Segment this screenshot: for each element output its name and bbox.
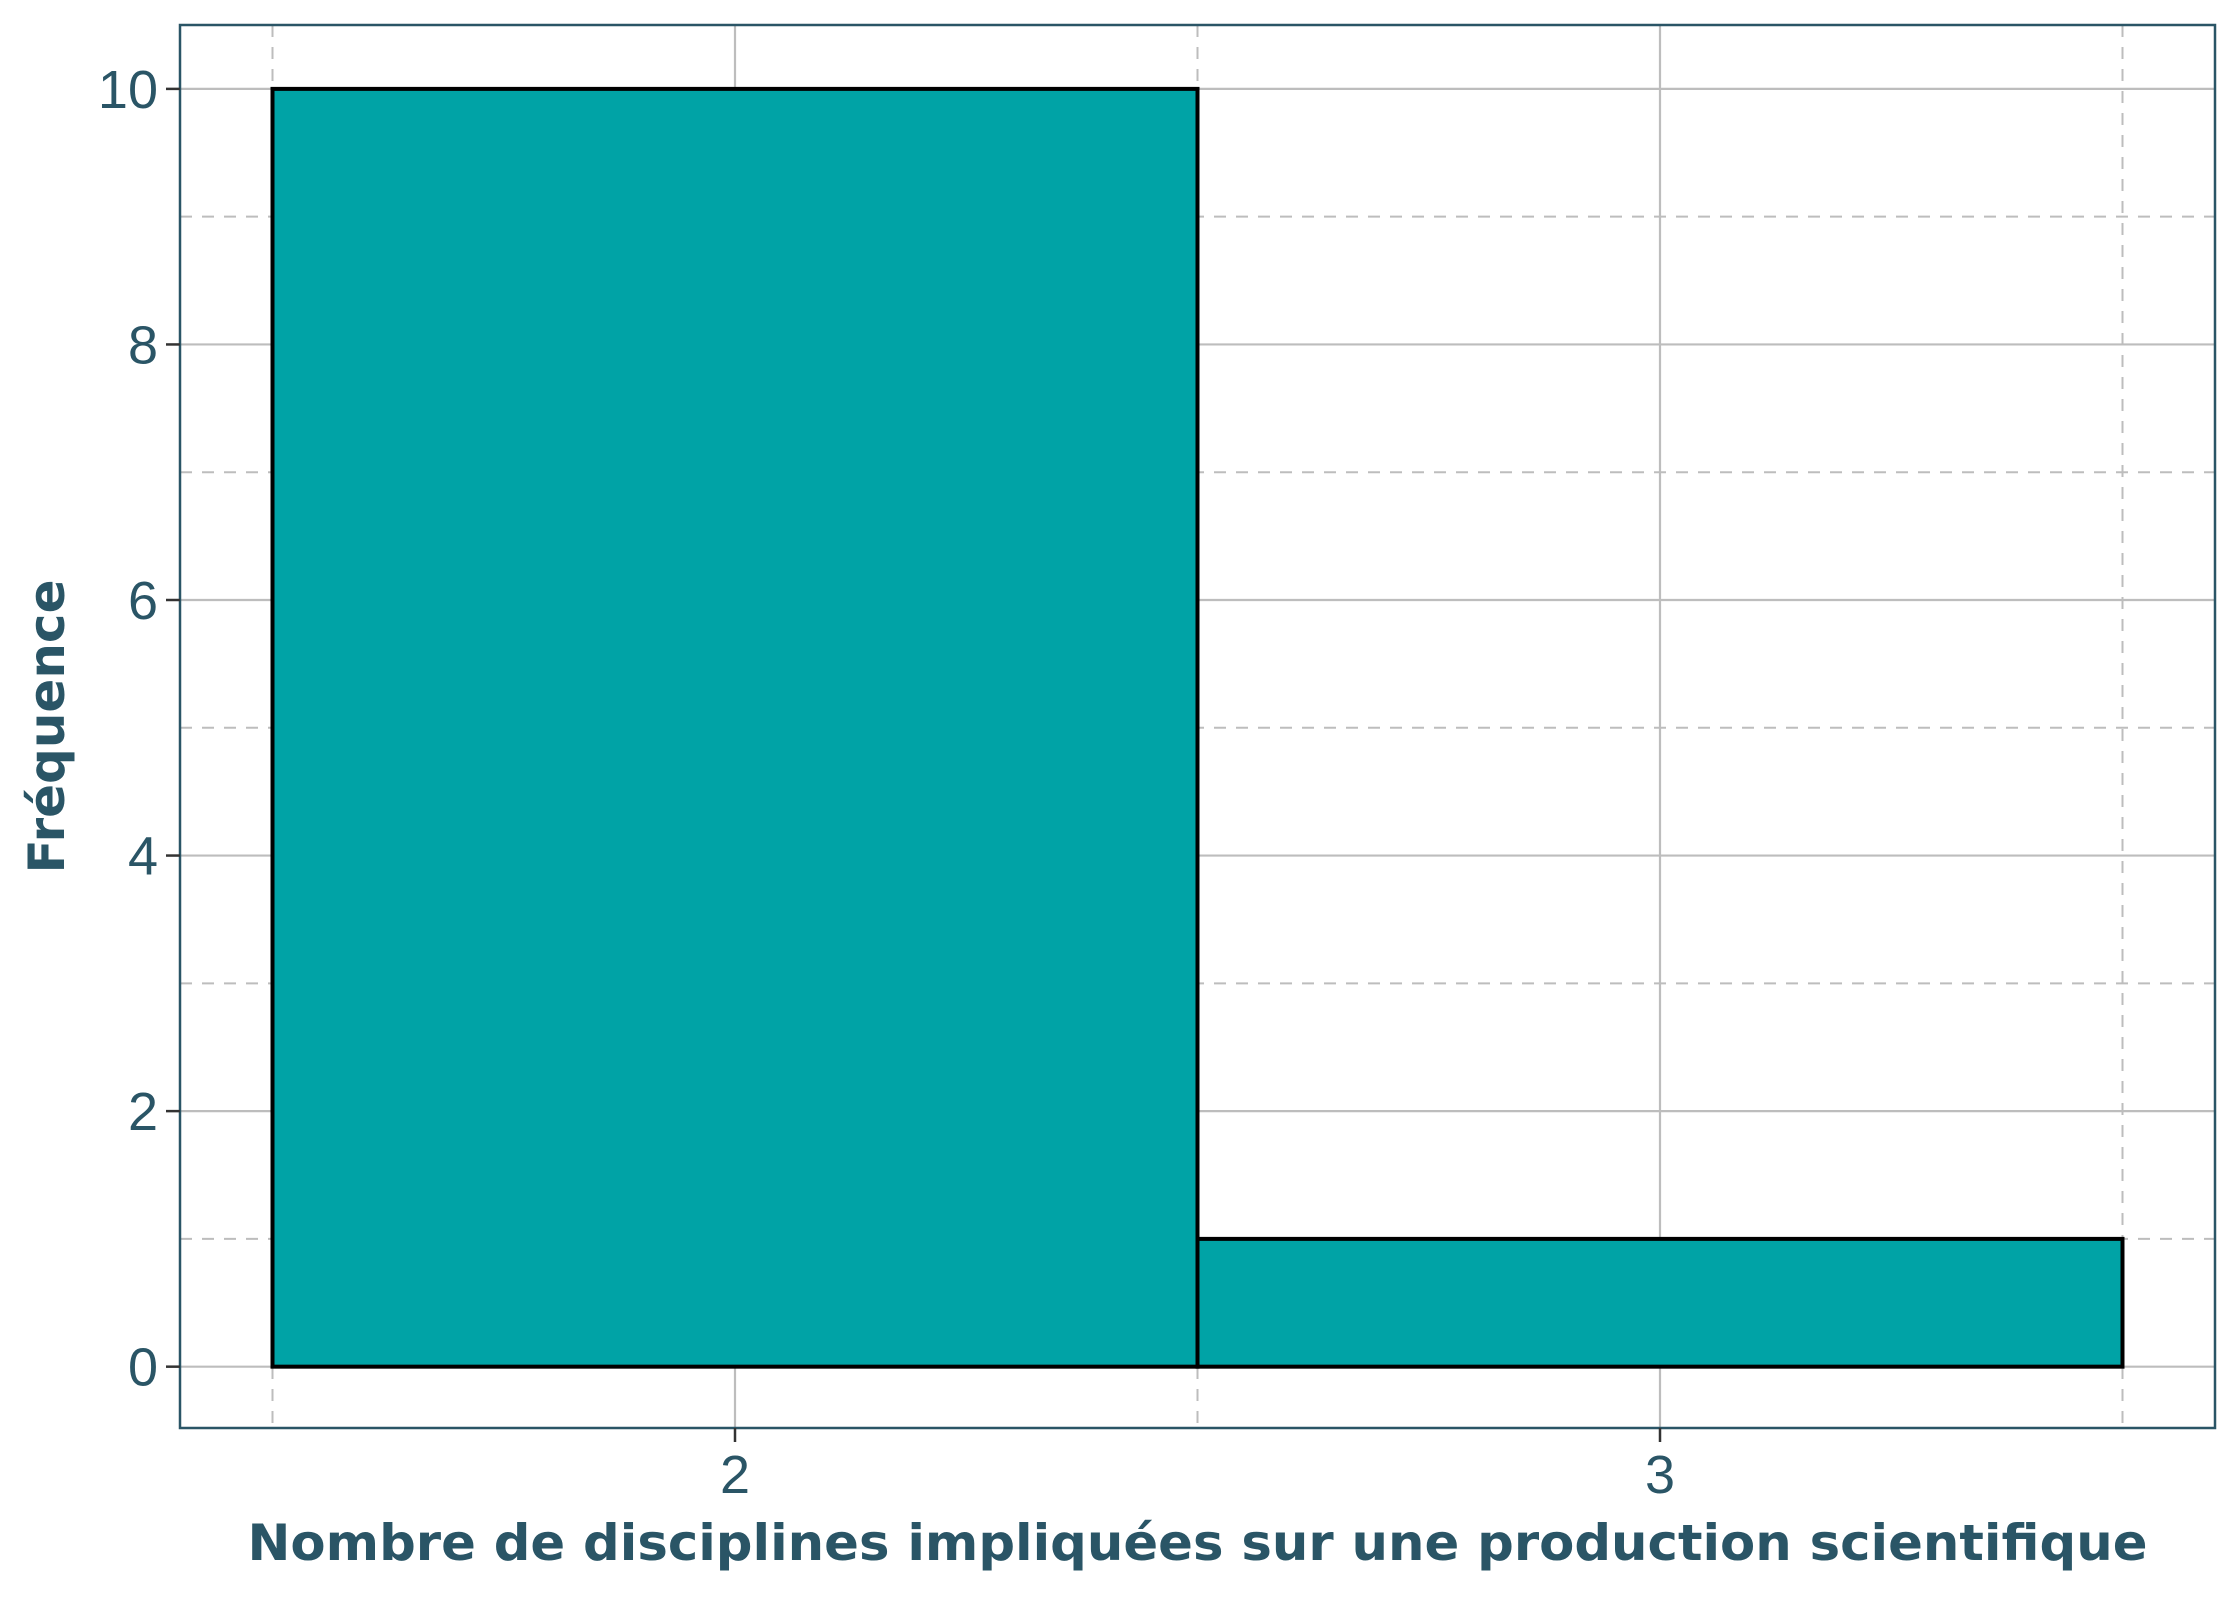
panel-border [178,23,2217,1430]
y-tick-label: 0 [128,1338,158,1398]
axis-ticks: 0 2 4 6 8 10 2 3 [98,60,1675,1505]
y-tick-label: 8 [128,315,158,375]
x-axis-title: Nombre de disciplines impliquées sur une… [248,1514,2148,1572]
y-tick-label: 6 [128,571,158,631]
y-tick-label: 10 [98,60,158,120]
y-tick-label: 2 [128,1082,158,1142]
y-tick-label: 4 [128,827,158,887]
x-tick-label: 2 [720,1445,750,1505]
histogram-bar-2 [270,86,1200,1369]
histogram-bar-3 [1195,1236,2125,1369]
y-axis-title: Fréquence [18,580,76,874]
histogram-bars [270,86,2125,1369]
x-tick-label: 3 [1645,1445,1675,1505]
